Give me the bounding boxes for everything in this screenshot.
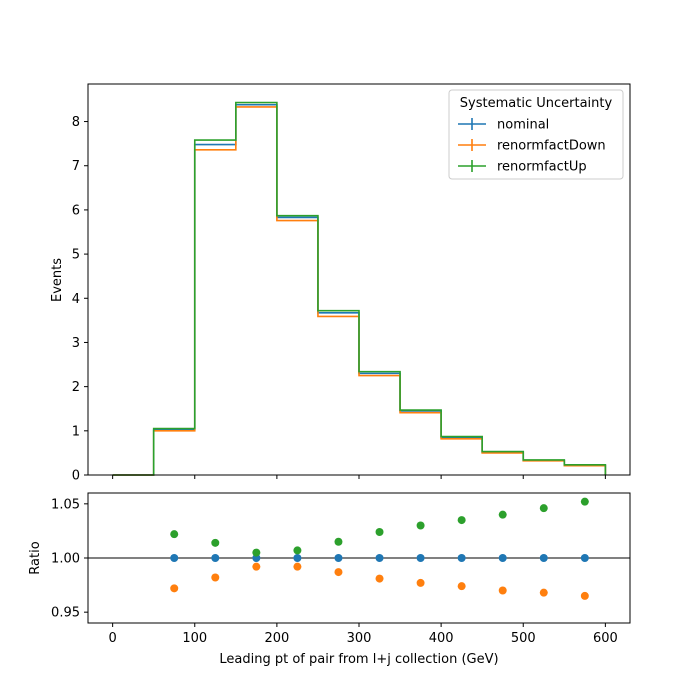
x-tick-label: 0 bbox=[108, 631, 116, 646]
y-tick-label: 0.95 bbox=[51, 606, 80, 621]
ratio-point-nominal bbox=[416, 554, 425, 562]
ratio-point-renormfactDown bbox=[170, 584, 179, 593]
y-tick-label: 6 bbox=[72, 203, 80, 218]
y-tick-label: 1.00 bbox=[51, 552, 80, 567]
x-tick-label: 100 bbox=[182, 631, 207, 646]
ratio-point-renormfactDown bbox=[457, 582, 466, 591]
y-tick-label: 2 bbox=[72, 380, 80, 395]
ratio-marks bbox=[88, 497, 630, 600]
x-tick-label: 300 bbox=[347, 631, 372, 646]
x-tick-label: 200 bbox=[264, 631, 289, 646]
ratio-point-renormfactDown bbox=[375, 574, 384, 583]
ratio-point-nominal bbox=[211, 554, 220, 562]
ratio-point-renormfactDown bbox=[334, 568, 343, 577]
legend-label: renormfactDown bbox=[497, 139, 606, 154]
ratio-point-renormfactDown bbox=[539, 588, 548, 597]
ratio-point-renormfactUp bbox=[498, 510, 507, 519]
main-y-axis-label: Events bbox=[50, 258, 65, 302]
ratio-point-nominal bbox=[457, 554, 466, 562]
y-tick-label: 1 bbox=[72, 424, 80, 439]
ratio-point-renormfactUp bbox=[375, 528, 384, 536]
legend: Systematic Uncertainty nominal renormfact… bbox=[448, 89, 624, 180]
ratio-panel: 0.95 1.00 1.05 0 100 200 300 400 500 600 Ratio L… bbox=[28, 492, 631, 667]
ratio-point-renormfactDown bbox=[252, 562, 261, 571]
x-tick-label: 500 bbox=[511, 631, 536, 646]
legend-entry-nominal: nominal bbox=[458, 118, 549, 133]
ratio-point-renormfactDown bbox=[293, 562, 302, 571]
legend-box bbox=[448, 89, 624, 180]
x-tick-label: 600 bbox=[593, 631, 618, 646]
y-tick-label: 3 bbox=[72, 336, 80, 351]
ratio-point-renormfactUp bbox=[252, 548, 261, 557]
ratio-point-renormfactUp bbox=[580, 497, 589, 506]
ratio-point-nominal bbox=[334, 554, 343, 562]
ratio-point-renormfactUp bbox=[539, 504, 548, 513]
legend-entry-renormfactDown: renormfactDown bbox=[458, 139, 606, 154]
ratio-point-nominal bbox=[375, 554, 384, 562]
main-panel: 0 1 2 3 4 5 6 7 8 Events Systematic Uncertainty … bbox=[50, 83, 631, 484]
ratio-point-nominal bbox=[293, 554, 302, 562]
ratio-point-renormfactUp bbox=[457, 516, 466, 525]
x-tick-label: 400 bbox=[429, 631, 454, 646]
ratio-point-renormfactDown bbox=[580, 591, 589, 600]
y-tick-label: 8 bbox=[72, 115, 80, 130]
y-tick-label: 4 bbox=[72, 292, 80, 307]
main-marks bbox=[112, 101, 607, 476]
ratio-point-renormfactUp bbox=[416, 521, 425, 530]
ratio-y-ticks: 0.95 1.00 1.05 bbox=[51, 497, 88, 621]
main-x-ticks bbox=[112, 475, 606, 479]
ratio-point-renormfactDown bbox=[211, 573, 220, 582]
x-axis-label: Leading pt of pair from l+j collection (… bbox=[219, 652, 498, 667]
ratio-x-ticks: 0 100 200 300 400 500 600 bbox=[108, 623, 618, 646]
ratio-point-renormfactDown bbox=[498, 586, 507, 595]
legend-label: renormfactUp bbox=[497, 160, 587, 175]
ratio-point-nominal bbox=[498, 554, 507, 562]
ratio-point-renormfactUp bbox=[170, 530, 179, 539]
legend-label: nominal bbox=[497, 118, 549, 133]
ratio-y-axis-label: Ratio bbox=[28, 541, 43, 574]
y-tick-label: 0 bbox=[72, 469, 80, 484]
legend-entries: nominal renormfactDown renormfactUp bbox=[458, 118, 606, 175]
ratio-point-renormfactUp bbox=[293, 546, 302, 555]
step-line-renormfactUp bbox=[112, 101, 607, 476]
y-tick-label: 1.05 bbox=[51, 497, 80, 512]
ratio-point-renormfactUp bbox=[211, 538, 220, 547]
ratio-point-renormfactDown bbox=[416, 578, 425, 587]
ratio-point-renormfactUp bbox=[334, 537, 343, 546]
main-y-ticks: 0 1 2 3 4 5 6 7 8 bbox=[72, 115, 88, 484]
y-tick-label: 5 bbox=[72, 248, 80, 263]
ratio-point-nominal bbox=[539, 554, 548, 562]
ratio-point-nominal bbox=[170, 554, 179, 562]
legend-entry-renormfactUp: renormfactUp bbox=[458, 160, 587, 175]
ratio-point-nominal bbox=[580, 554, 589, 562]
y-tick-label: 7 bbox=[72, 159, 80, 174]
legend-title: Systematic Uncertainty bbox=[460, 96, 613, 111]
